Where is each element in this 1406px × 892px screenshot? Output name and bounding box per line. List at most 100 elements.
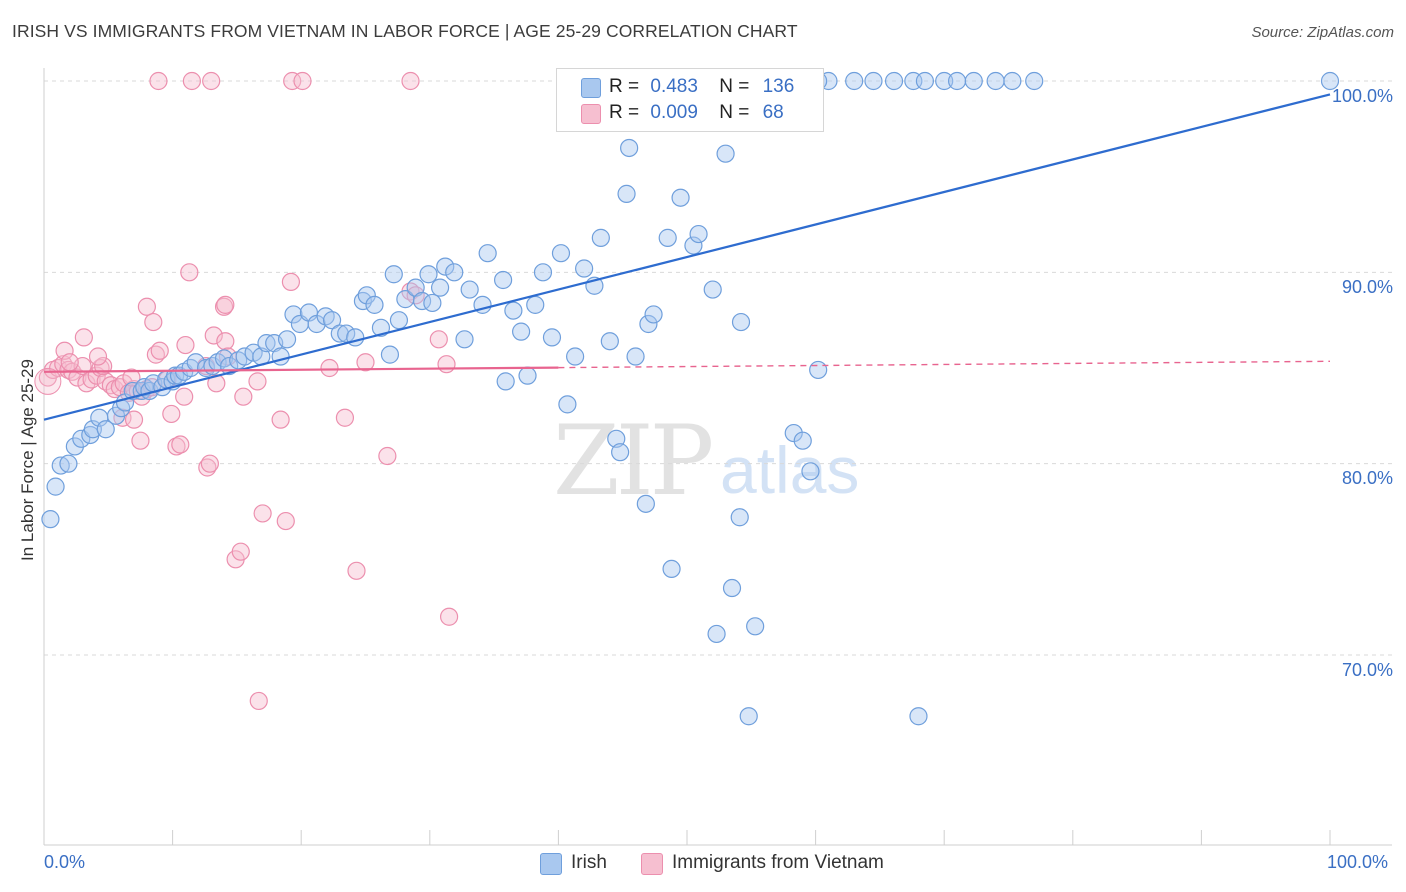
vietnam-point [55,341,74,360]
source-label: Source: ZipAtlas.com [1251,24,1394,41]
irish-point [41,510,60,529]
irish-point [533,263,553,282]
irish-point [496,372,515,391]
irish-point [617,184,636,203]
vietnam-point [401,71,420,91]
irish-point [83,420,102,439]
vietnam-point [293,71,312,91]
vietnam-point [437,355,456,374]
x-tick-label-min: 0.0% [44,852,86,872]
irish-point [526,295,545,314]
vietnam-point [180,263,199,282]
irish-point [181,358,200,378]
vietnam-point [234,387,253,406]
irish-point [277,330,297,349]
irish-point [684,236,703,255]
correlation-legend: R = 0.483 N = 136 R = 0.009 N = 68 [556,68,824,132]
vietnam-point [249,691,268,711]
irish-point [419,265,438,284]
irish-point [1320,71,1340,91]
irish-point [915,71,935,91]
vietnam-point [176,335,195,355]
irish-point [59,454,78,473]
irish-point [551,244,571,263]
irish-point [864,71,883,91]
irish-point [658,228,677,247]
irish-point [639,314,658,334]
y-tick-label-100: 100.0% [1331,86,1393,106]
vietnam-point [356,353,375,372]
irish-point [380,345,400,364]
irish-point [801,462,820,481]
irish-trend-line [43,93,1331,421]
vietnam-point [150,341,169,360]
vietnam-point [276,511,295,531]
irish-point [591,228,610,247]
irish-point [271,347,290,366]
vietnam-legend-swatch [641,853,663,875]
irish-point [284,305,303,324]
chart-title: IRISH VS IMMIGRANTS FROM VIETNAM IN LABO… [12,21,798,41]
irish-point [689,224,708,244]
vietnam-point [68,368,87,387]
legend-irish-r: 0.483 [650,76,698,97]
irish-point [196,358,216,378]
irish-point [947,71,967,91]
irish-point [644,305,663,324]
irish-point [542,328,562,347]
irish-point [716,144,735,163]
irish-point [909,707,928,726]
irish-point [445,263,464,282]
vietnam-trend-line [43,366,559,373]
vietnam-point [429,330,448,349]
irish-point [365,295,384,314]
vietnam-point [162,404,181,424]
irish-legend-swatch [540,853,562,875]
irish-point [512,322,531,341]
vietnam-legend-label: Immigrants from Vietnam [672,852,884,873]
irish-point [371,318,391,337]
irish-point [322,311,342,330]
irish-point [337,324,356,343]
vietnam-point [171,435,190,454]
irish-point [722,578,742,598]
irish-point [430,278,450,297]
irish-point [793,431,812,450]
vietnam-point [253,504,272,523]
vietnam-point [122,368,141,387]
irish-point [935,71,954,91]
irish-point [558,395,577,414]
irish-point [884,71,904,91]
legend-vietnam-n: 68 [762,102,784,123]
irish-point [423,293,442,313]
irish-point [809,360,828,380]
irish-point [731,312,751,332]
vietnam-point [216,295,235,314]
vietnam-point [131,431,150,450]
irish-point [671,188,690,207]
vietnam-point [335,408,355,427]
vietnam-point [88,347,108,366]
vietnam-point [113,408,132,427]
irish-swatch [581,78,601,98]
y-tick-label-80: 80.0% [1341,468,1393,488]
y-tick-label-90: 90.0% [1341,277,1393,297]
vietnam-trend-line-dashed [558,360,1331,369]
irish-point [257,334,276,353]
irish-point [357,286,376,305]
irish-point [730,508,749,527]
vietnam-point [216,332,235,351]
irish-point [460,280,479,299]
irish-point [703,280,722,299]
vietnam-point [271,410,290,429]
irish-point [46,477,65,496]
vietnam-point [74,328,93,347]
irish-point [494,270,513,290]
watermark-zip: ZIP [553,405,714,517]
vietnam-point [231,542,250,561]
vietnam-points [34,71,459,711]
legend-irish-n: 136 [762,76,795,97]
irish-point [330,324,349,343]
irish-point [636,494,655,513]
